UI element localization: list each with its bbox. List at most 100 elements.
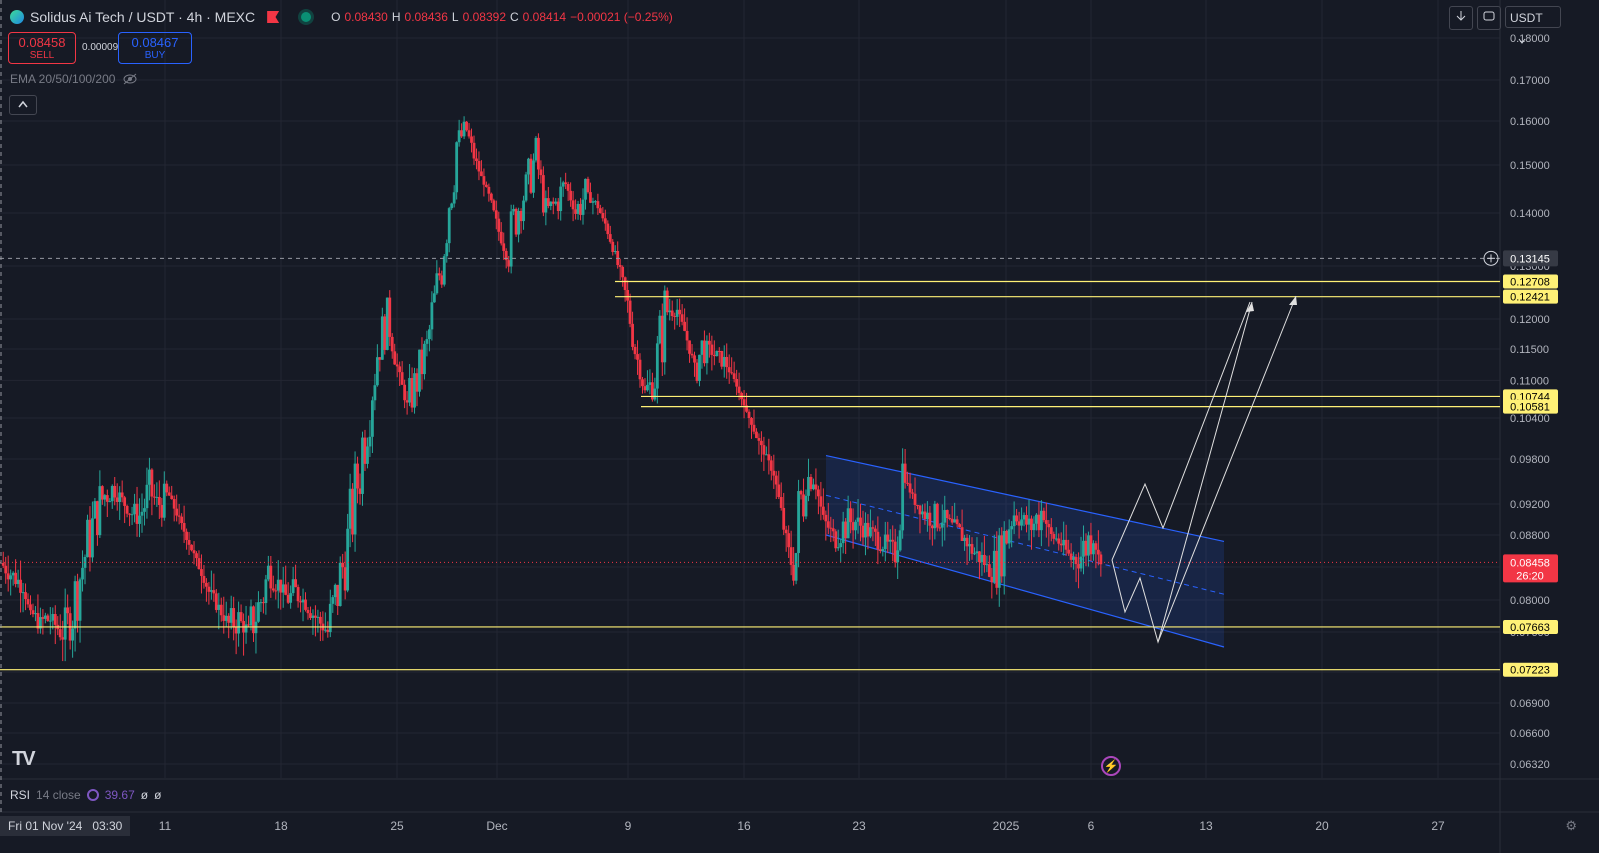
- candle-body: [933, 503, 937, 529]
- indicator-legend[interactable]: EMA 20/50/100/200: [10, 72, 137, 86]
- candle-body: [162, 483, 166, 518]
- candle-body: [611, 241, 615, 252]
- level-price-label: 0.07663: [1510, 622, 1550, 634]
- candle-body: [1052, 534, 1056, 539]
- candle-body: [408, 378, 411, 403]
- candle-body: [901, 463, 905, 531]
- tradingview-logo[interactable]: TV: [12, 748, 36, 770]
- candle-body: [836, 547, 840, 549]
- candle-body: [926, 512, 929, 519]
- candle-body: [222, 615, 226, 621]
- candle-body: [589, 192, 592, 203]
- candle-body: [802, 494, 805, 517]
- candle-body: [774, 475, 778, 485]
- candle-body: [472, 142, 476, 159]
- rsi-settings: 14 close: [36, 788, 81, 802]
- candle-body: [537, 137, 540, 170]
- candle-body: [527, 158, 530, 175]
- sell-button[interactable]: 0.08458 SELL: [8, 32, 76, 64]
- candle-body: [1077, 564, 1080, 569]
- candle-body: [779, 496, 783, 508]
- candle-body: [601, 213, 605, 219]
- candle-body: [596, 201, 600, 209]
- candle-body: [202, 575, 206, 583]
- candle-body: [58, 629, 62, 638]
- candle-body: [182, 523, 186, 532]
- fullscreen-button[interactable]: [1477, 6, 1501, 30]
- collapse-legend-button[interactable]: [9, 95, 37, 115]
- candle-body: [747, 411, 751, 418]
- projection-path-c[interactable]: [1157, 295, 1297, 643]
- candle-body: [541, 175, 545, 213]
- rsi-legend[interactable]: RSI 14 close 39.67 ø ø: [10, 788, 161, 802]
- candle-body: [940, 522, 944, 528]
- candle-body: [948, 518, 952, 520]
- projection-path-a[interactable]: [1111, 301, 1253, 644]
- price-tick-label: 0.15000: [1510, 160, 1550, 172]
- candle-body: [507, 260, 511, 267]
- candle-body: [799, 491, 803, 495]
- candle-body: [655, 343, 659, 389]
- flag-icon[interactable]: [267, 11, 280, 23]
- candle-body: [861, 525, 865, 538]
- symbol-title[interactable]: Solidus Ai Tech / USDT · 4h · MEXC: [30, 9, 256, 25]
- candle-body: [1030, 518, 1033, 531]
- candle-body: [43, 615, 47, 619]
- candle-body: [559, 186, 563, 212]
- candle-body: [673, 316, 677, 318]
- currency-select[interactable]: USDT: [1505, 6, 1561, 44]
- buy-price: 0.08467: [131, 35, 179, 50]
- candle-body: [1062, 539, 1066, 546]
- candle-body: [494, 210, 498, 219]
- candle-body: [31, 610, 35, 615]
- candle-body: [11, 572, 15, 576]
- candle-body: [638, 359, 642, 380]
- candle-body: [628, 300, 632, 324]
- candle-body: [306, 609, 310, 614]
- add-alert-icon[interactable]: [1483, 250, 1499, 266]
- candle-body: [888, 539, 892, 542]
- price-tick-label: 0.11000: [1510, 375, 1549, 387]
- candle-body: [190, 544, 193, 551]
- candle-body: [1032, 523, 1036, 531]
- candle-body: [212, 590, 216, 594]
- candle-body: [886, 534, 890, 542]
- price-tick-label: 0.09200: [1510, 499, 1550, 511]
- candle-body: [854, 521, 857, 531]
- candle-body: [633, 346, 637, 355]
- gear-icon[interactable]: ⚙: [1565, 818, 1577, 833]
- candle-body: [427, 329, 431, 340]
- candle-body: [299, 601, 302, 603]
- rsi-extra-2: ø: [154, 788, 162, 802]
- price-tick-label: 0.08800: [1510, 530, 1550, 542]
- candle-body: [772, 470, 776, 476]
- candle-body: [187, 539, 191, 545]
- candle-body: [1017, 521, 1021, 526]
- candle-body: [1027, 518, 1031, 525]
- lightning-icon[interactable]: ⚡: [1101, 756, 1121, 776]
- crosshair-time-value: 03:30: [92, 819, 123, 833]
- candle-body: [549, 201, 553, 207]
- time-tick-label: 6: [1088, 819, 1095, 833]
- candle-body: [650, 382, 654, 400]
- candle-body: [489, 193, 493, 201]
- candle-body: [393, 351, 397, 365]
- candle-body: [839, 543, 843, 548]
- candle-body: [524, 174, 528, 201]
- candle-body: [906, 482, 909, 484]
- candle-body: [544, 198, 548, 213]
- candle-body: [492, 200, 496, 211]
- channel-upper-line[interactable]: [825, 454, 1225, 542]
- buy-button[interactable]: 0.08467 BUY: [118, 32, 192, 64]
- candle-body: [598, 208, 602, 213]
- candle-body: [945, 510, 949, 519]
- candle-body: [921, 511, 924, 515]
- candle-body: [844, 521, 848, 539]
- candle-body: [873, 528, 877, 532]
- candle-body: [663, 290, 667, 363]
- candle-body: [626, 290, 630, 301]
- download-button[interactable]: [1449, 6, 1473, 30]
- eye-off-icon[interactable]: [123, 73, 137, 85]
- projection-path-b[interactable]: [1111, 301, 1251, 561]
